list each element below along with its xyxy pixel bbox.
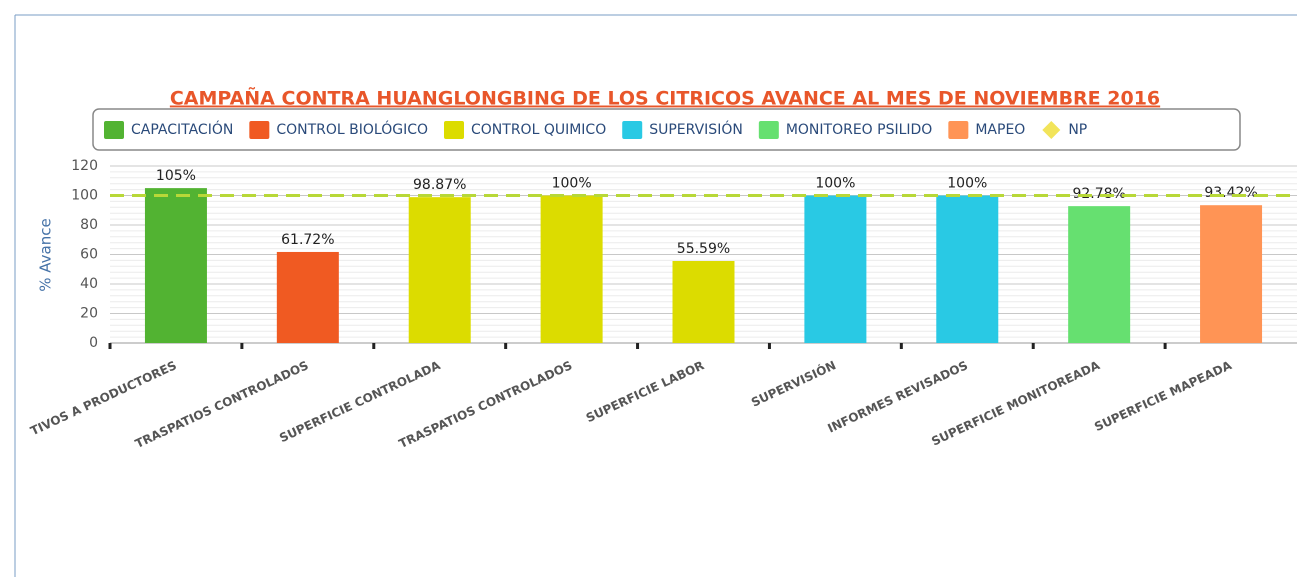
y-tick-label: 60 — [80, 247, 98, 263]
legend-swatch — [1042, 121, 1061, 139]
x-tick-label: INFORMES REVISADOS — [825, 358, 970, 435]
legend-label: SUPERVISIÓN — [649, 120, 743, 138]
bar — [1200, 205, 1263, 343]
value-label: 100% — [815, 176, 855, 192]
value-label: 98.87% — [413, 177, 466, 193]
chart-title: CAMPAÑA CONTRA HUANGLONGBING DE LOS CITR… — [170, 86, 1160, 110]
x-tick-label: SUPERFICIE LABOR — [584, 358, 706, 425]
legend-swatch — [444, 121, 464, 139]
bar — [540, 195, 603, 343]
legend-swatch — [948, 121, 969, 139]
y-tick-label: 100 — [71, 188, 98, 204]
value-label: 93.42% — [1204, 185, 1257, 201]
value-label: 55.59% — [677, 241, 730, 257]
bar — [276, 251, 339, 343]
y-tick-label: 0 — [89, 335, 98, 351]
legend-swatch — [104, 121, 124, 139]
bar — [408, 197, 471, 343]
value-label: 100% — [552, 176, 592, 192]
y-tick-label: 20 — [80, 306, 98, 322]
legend-label: NP — [1068, 122, 1087, 138]
legend-label: MONITOREO PSILIDO — [786, 122, 933, 138]
x-tick-label: SUPERVISIÓN — [749, 357, 838, 409]
legend-label: CONTROL BIOLÓGICO — [276, 120, 428, 138]
x-tick-label: SUPERFICIE MAPEADA — [1092, 358, 1234, 434]
legend-swatch — [758, 121, 779, 139]
bar — [672, 261, 735, 343]
legend-label: MAPEO — [975, 122, 1025, 138]
value-label: 100% — [947, 176, 987, 192]
legend-box — [92, 108, 1241, 151]
legend-label: CONTROL QUIMICO — [471, 122, 606, 138]
y-tick-label: 120 — [71, 158, 98, 174]
legend-label: CAPACITACIÓN — [131, 120, 233, 138]
bar — [144, 188, 207, 343]
x-tick-label: TIVOS A PRODUCTORES — [28, 358, 178, 438]
value-label: 105% — [156, 168, 196, 184]
legend-swatch — [622, 121, 643, 139]
value-label: 92.78% — [1072, 186, 1125, 202]
y-tick-label: 40 — [80, 276, 98, 292]
bar — [936, 195, 999, 343]
y-tick-label: 80 — [80, 217, 98, 233]
value-label: 61.72% — [281, 232, 334, 248]
bar — [1068, 206, 1131, 343]
legend-swatch — [249, 121, 270, 139]
bar — [804, 195, 867, 343]
y-axis-title: % Avance — [37, 218, 55, 291]
